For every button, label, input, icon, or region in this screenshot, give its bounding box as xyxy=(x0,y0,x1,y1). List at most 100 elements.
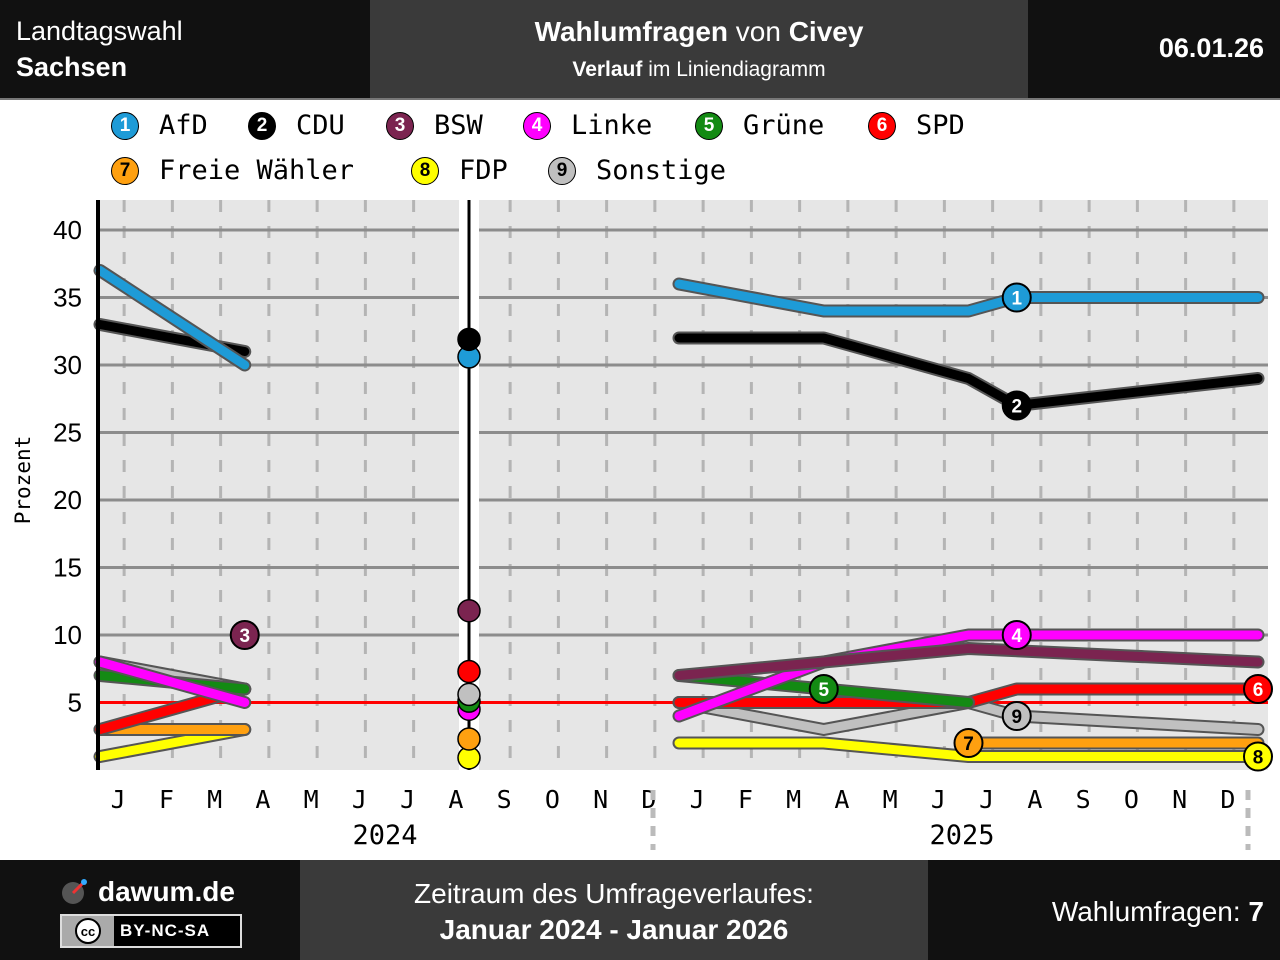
y-tick-label: 25 xyxy=(53,418,82,448)
month-label: N xyxy=(1172,785,1187,814)
title-panel: Wahlumfragen von Civey Verlauf im Linien… xyxy=(370,0,1028,98)
legend-badge: 3 xyxy=(386,112,414,140)
series-badge xyxy=(953,728,984,758)
period-label: Zeitraum des Umfrageverlaufes: xyxy=(414,878,814,909)
series-badge xyxy=(1001,390,1032,421)
y-tick-label: 35 xyxy=(53,283,82,313)
month-label: M xyxy=(207,785,222,814)
series-badge-label: 2 xyxy=(1011,397,1022,418)
legend-label: AfD xyxy=(159,110,208,141)
series-badge-label: 8 xyxy=(1253,748,1264,769)
legend-label: Linke xyxy=(571,110,653,141)
series-line xyxy=(95,266,250,370)
period-value: Januar 2024 - Januar 2026 xyxy=(439,914,789,945)
legend-label: Sonstige xyxy=(596,155,727,186)
legend-label: Grüne xyxy=(743,110,825,141)
year-label: 2024 xyxy=(352,820,417,851)
month-label: J xyxy=(690,785,705,814)
election-result-dot xyxy=(457,598,481,623)
year-label: 2025 xyxy=(929,820,994,851)
month-label: D xyxy=(1220,785,1235,814)
month-label: A xyxy=(834,785,849,814)
month-label: N xyxy=(593,785,608,814)
y-tick-label: 15 xyxy=(53,553,82,583)
month-label: A xyxy=(1027,785,1042,814)
period-panel: Zeitraum des Umfrageverlaufes: Januar 20… xyxy=(300,860,928,960)
series-badge-label: 9 xyxy=(1011,707,1022,728)
poll-count: Wahlumfragen: 7 xyxy=(1051,896,1264,927)
month-label: J xyxy=(352,785,367,814)
series-badge xyxy=(1001,282,1032,313)
legend-label: CDU xyxy=(296,110,345,141)
region-panel: Landtagswahl Sachsen xyxy=(0,0,370,98)
month-label: O xyxy=(1124,785,1139,814)
election-result-dot xyxy=(457,659,481,684)
series-badge-label: 1 xyxy=(1011,289,1022,310)
legend-badge: 9 xyxy=(548,157,576,185)
month-label: M xyxy=(304,785,319,814)
brand-name[interactable]: dawum.de xyxy=(98,876,235,907)
legend: 1 AfD 2 CDU 3 BSW 4 Linke 5 Grüne 6 SPD 7 Freie Wähle… xyxy=(0,100,1280,195)
series-line xyxy=(674,738,1263,761)
series-badge xyxy=(1243,741,1273,772)
legend-badge: 6 xyxy=(868,112,896,140)
series-badge-label: 6 xyxy=(1253,680,1264,701)
election-result-dot xyxy=(457,327,481,352)
month-label: A xyxy=(255,785,270,814)
series-line xyxy=(674,644,1263,680)
series-badge-label: 3 xyxy=(239,626,250,647)
election-result-dot xyxy=(457,682,481,707)
y-tick-label: 40 xyxy=(53,215,82,245)
series-badge xyxy=(229,620,260,650)
y-axis-title: Prozent xyxy=(11,436,35,525)
cc-icon: cc xyxy=(62,916,114,946)
legend-badge: 7 xyxy=(111,157,139,185)
license-badge[interactable]: cc BY-NC-SA xyxy=(60,914,242,948)
y-tick-label: 10 xyxy=(53,620,82,650)
legend-badge: 8 xyxy=(411,157,439,185)
month-label: J xyxy=(400,785,415,814)
month-label: J xyxy=(931,785,946,814)
svg-text:cc: cc xyxy=(81,924,95,939)
series-badge xyxy=(1001,701,1032,731)
series-badge xyxy=(1243,674,1273,704)
month-label: M xyxy=(883,785,898,814)
date-label: 06.01.26 xyxy=(1158,33,1264,63)
brand-panel: dawum.de cc BY-NC-SA xyxy=(0,860,300,960)
chart-title: Wahlumfragen von Civey xyxy=(534,16,864,47)
series-badge xyxy=(1001,620,1032,650)
month-label: J xyxy=(111,785,126,814)
series-badge-label: 5 xyxy=(818,680,829,701)
month-label: A xyxy=(448,785,463,814)
y-tick-label: 5 xyxy=(68,688,82,718)
series-line xyxy=(674,333,1263,410)
legend-badge: 5 xyxy=(695,112,723,140)
series-line xyxy=(95,657,250,707)
license-text: BY-NC-SA xyxy=(120,921,211,940)
month-label: S xyxy=(1076,785,1091,814)
header-divider xyxy=(0,98,1280,100)
series-badge-label: 7 xyxy=(963,734,974,755)
series-badge xyxy=(808,674,839,704)
legend-label: Freie Wähler xyxy=(159,155,355,186)
legend-label: BSW xyxy=(434,110,483,141)
chart-subtitle: Verlauf im Liniendiagramm xyxy=(572,58,826,81)
series-badge-label: 4 xyxy=(1011,626,1022,647)
month-label: O xyxy=(545,785,560,814)
region-name: Sachsen xyxy=(16,52,128,82)
date-panel: 06.01.26 xyxy=(1028,0,1280,98)
dawum-logo-icon xyxy=(60,876,90,911)
legend-label: FDP xyxy=(459,155,508,186)
legend-badge: 1 xyxy=(111,112,139,140)
month-label: F xyxy=(159,785,174,814)
region-label: Landtagswahl xyxy=(16,16,183,46)
month-label: F xyxy=(738,785,753,814)
count-panel: Wahlumfragen: 7 xyxy=(928,860,1280,960)
month-label: S xyxy=(497,785,512,814)
election-result-dot xyxy=(457,727,481,751)
month-label: J xyxy=(979,785,994,814)
legend-label: SPD xyxy=(916,110,965,141)
y-tick-label: 20 xyxy=(53,485,82,515)
legend-badge: 2 xyxy=(248,112,276,140)
